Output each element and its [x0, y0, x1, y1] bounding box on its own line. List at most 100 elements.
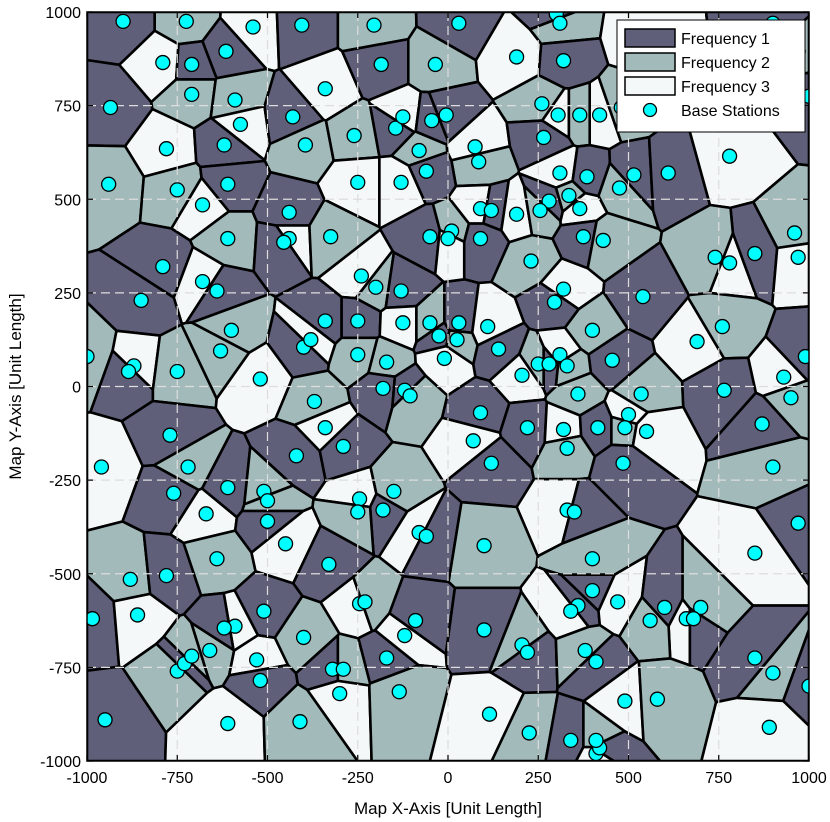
base-station-marker [259, 513, 276, 529]
base-station-marker [366, 17, 382, 33]
legend-label: Base Stations [681, 103, 780, 120]
base-station-marker [747, 650, 763, 666]
base-station-marker [353, 268, 370, 284]
base-station-marker [424, 112, 440, 129]
base-station-marker [335, 661, 351, 677]
base-station-marker [552, 15, 568, 31]
base-station-marker [572, 107, 588, 123]
base-station-marker [546, 294, 563, 310]
base-station-marker [591, 107, 608, 123]
base-station-marker [656, 599, 673, 616]
y-tick-label: -1000 [40, 754, 81, 771]
base-station-marker [689, 333, 705, 350]
base-station-marker [169, 182, 185, 198]
base-station-marker [223, 322, 240, 338]
base-station-marker [617, 420, 633, 436]
base-station-marker [194, 273, 211, 290]
base-station-marker [249, 652, 265, 668]
base-station-marker [534, 96, 550, 112]
base-station-marker [418, 163, 434, 179]
base-station-marker [754, 416, 770, 432]
base-station-marker [303, 332, 319, 348]
base-station-marker [232, 116, 249, 132]
y-tick-label: 750 [54, 99, 81, 116]
base-station-marker [626, 167, 642, 183]
base-station-marker [350, 504, 366, 520]
legend-swatch [624, 52, 676, 72]
base-station-marker [440, 230, 456, 247]
base-station-marker [321, 556, 337, 573]
legend: Frequency 1 Frequency 2 Frequency 3 Base St… [616, 19, 806, 133]
x-tick-label: -500 [251, 770, 283, 787]
base-station-marker [373, 56, 389, 73]
base-station-marker [451, 315, 467, 331]
base-station-marker [351, 491, 368, 507]
base-station-marker [660, 165, 676, 181]
base-station-marker [765, 665, 781, 681]
base-station-marker [395, 109, 411, 125]
base-station-marker [472, 405, 489, 421]
base-station-marker [481, 706, 498, 722]
base-station-marker [467, 139, 483, 155]
base-station-marker [178, 13, 194, 30]
base-station-marker [707, 249, 723, 265]
base-station-marker [521, 725, 537, 741]
base-station-marker [212, 343, 229, 359]
base-station-marker [472, 230, 489, 247]
base-station-marker [209, 551, 225, 567]
base-station-marker [209, 283, 225, 299]
base-station-marker [180, 459, 196, 475]
base-station-marker [288, 448, 305, 464]
base-station-marker [541, 356, 557, 372]
base-station-marker [375, 380, 391, 397]
base-station-marker [158, 141, 175, 157]
base-station-marker [584, 551, 601, 567]
base-station-marker [165, 485, 182, 501]
base-station-marker [346, 127, 362, 144]
base-station-marker [306, 393, 323, 410]
base-station-marker [610, 594, 626, 610]
base-station-marker [155, 259, 171, 275]
base-station-marker [532, 202, 548, 219]
base-station-marker [245, 19, 261, 35]
base-station-marker [476, 538, 492, 554]
base-station-marker [252, 672, 268, 689]
x-tick-label: -250 [342, 770, 374, 787]
base-station-marker [797, 348, 809, 365]
base-station-marker [523, 253, 539, 269]
base-station-marker [391, 684, 407, 700]
base-station-marker [561, 187, 577, 204]
base-station-marker [281, 204, 297, 221]
x-tick-label: -1000 [67, 770, 108, 787]
base-station-marker [471, 154, 487, 170]
base-station-marker [397, 627, 413, 644]
base-station-marker [555, 281, 572, 297]
base-station-marker [252, 371, 268, 387]
axis-ticks: -1000 -750 -500 -250 0 250 500 750 1000 -1000 -750… [40, 5, 827, 787]
base-station-marker [588, 654, 604, 670]
base-station-marker [693, 599, 709, 616]
legend-swatch [624, 28, 676, 48]
base-station-marker [570, 386, 586, 402]
base-station-marker [256, 603, 272, 619]
base-station-marker [350, 174, 366, 191]
base-station-marker [422, 229, 438, 245]
y-tick-label: 250 [54, 286, 81, 303]
base-station-marker [276, 234, 292, 250]
base-station-marker [422, 315, 438, 331]
base-station-marker [635, 288, 651, 305]
base-station-marker [465, 433, 481, 449]
y-tick-label: 500 [54, 192, 81, 209]
base-station-marker [184, 86, 200, 103]
base-station-marker [519, 420, 536, 436]
base-station-marker [638, 423, 655, 440]
legend-label: Frequency 2 [681, 55, 770, 72]
base-station-marker [490, 341, 507, 357]
base-station-marker [617, 693, 633, 709]
base-station-marker [572, 200, 588, 217]
base-station-marker [620, 406, 637, 423]
base-station-marker [552, 347, 568, 363]
base-station-marker [563, 603, 579, 619]
y-tick-label: 1000 [45, 5, 81, 22]
